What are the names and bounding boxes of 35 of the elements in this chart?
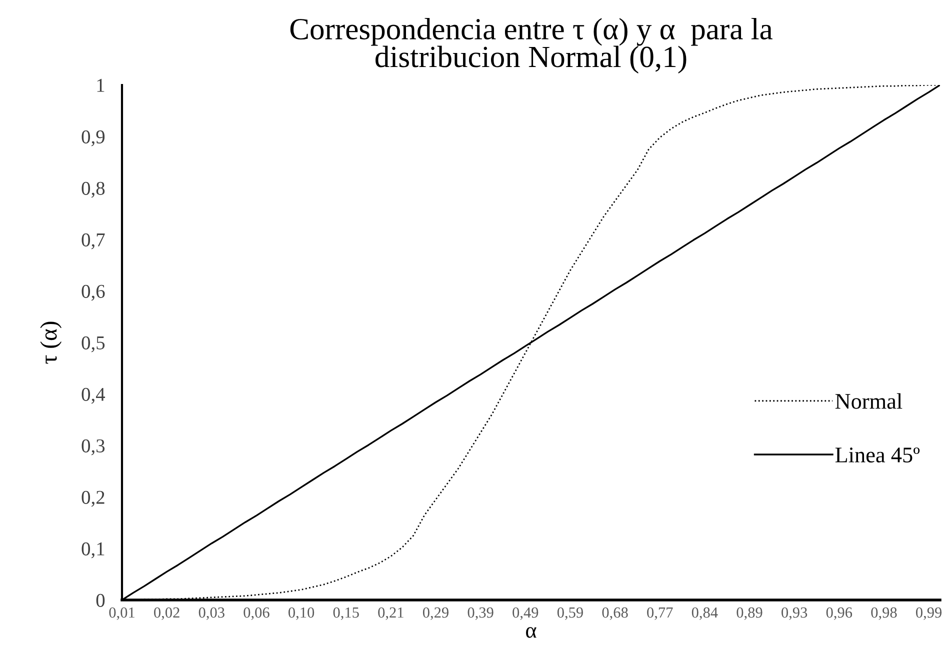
x-tick-label: 0,49 <box>512 607 538 620</box>
x-tick-label: 0,96 <box>826 607 852 620</box>
y-tick-label: 0,7 <box>82 233 105 250</box>
x-tick-label: 0,59 <box>557 607 583 620</box>
x-tick-label: 0,03 <box>198 607 224 620</box>
x-tick-label: 0,10 <box>288 607 314 620</box>
y-tick-label: 0,6 <box>82 284 105 301</box>
chart-title: Correspondencia entre τ (α) y α para la distribucion Normal (0,1) <box>290 18 772 74</box>
x-tick-label: 0,98 <box>871 607 897 620</box>
y-tick-label: 0 <box>96 594 105 607</box>
x-tick-label: 0,15 <box>333 607 359 620</box>
x-tick-label: 0,39 <box>468 607 494 620</box>
x-tick-label: 0,99 <box>916 607 942 620</box>
y-tick-label: 0,2 <box>82 490 104 507</box>
x-tick-label: 0,89 <box>736 607 762 620</box>
x-tick-label: 0,29 <box>422 607 448 620</box>
x-axis-title: α <box>526 627 536 638</box>
x-tick-label: 0,93 <box>782 607 808 620</box>
y-tick-label: 0,8 <box>82 182 105 198</box>
x-tick-label: 0,77 <box>647 607 673 620</box>
x-tick-label: 0,06 <box>244 607 270 620</box>
y-axis-title: τ (α) <box>40 322 62 364</box>
x-tick-label: 0,84 <box>692 607 718 620</box>
y-tick-label: 0,9 <box>82 130 105 146</box>
x-tick-label: 0,68 <box>602 607 628 620</box>
x-tick-label: 0,02 <box>154 607 180 620</box>
y-tick-label: 1 <box>97 78 104 92</box>
legend-label: Normal <box>835 393 902 409</box>
y-tick-label: 0,5 <box>82 336 105 352</box>
x-tick-label: 0,01 <box>109 607 134 620</box>
y-tick-label: 0,1 <box>82 542 104 558</box>
y-tick-label: 0,3 <box>82 439 105 456</box>
x-tick-label: 0,21 <box>378 607 404 620</box>
legend-label: Linea 45º <box>835 447 920 462</box>
y-tick-label: 0,4 <box>82 388 106 404</box>
